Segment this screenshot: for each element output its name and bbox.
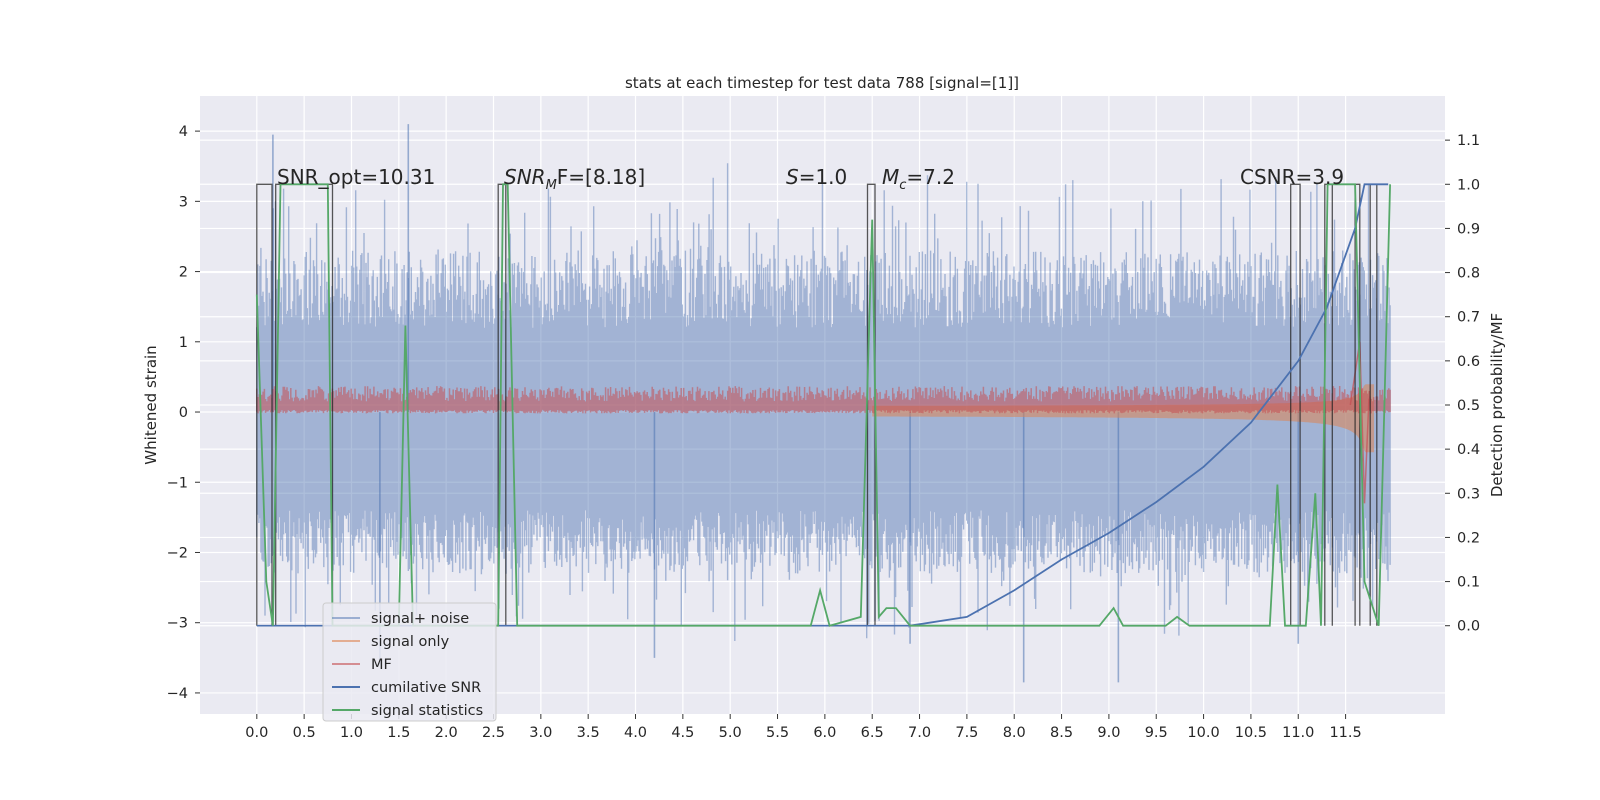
detection-window (256, 183, 273, 626)
x-tick-label: 7.5 (955, 725, 978, 741)
x-tick-label: 4.0 (624, 725, 647, 741)
x-tick-label: 10.0 (1187, 725, 1219, 741)
x-tick-label: 3.0 (529, 725, 552, 741)
y-right-tick-label: 0.7 (1457, 310, 1480, 326)
y-tick-label: 3 (179, 194, 188, 210)
annotation-s-sym: S (786, 165, 799, 189)
y-axis-right-label: Detection probability/MF (1488, 313, 1506, 497)
annotation-mc-rest: =7.2 (906, 165, 955, 189)
annotation-mc-sym: M (882, 165, 899, 189)
axis-ticks: 0.0 0.5 1.0 1.5 2.0 2.5 3.0 3.5 4.0 4.5 5.0 5.5 6.0 6… (167, 124, 1480, 741)
chart-title: stats at each timestep for test data 788… (625, 74, 1019, 92)
x-tick-label: 1.5 (387, 725, 410, 741)
x-tick-label: 5.0 (719, 725, 742, 741)
signal-statistics-series (255, 183, 1391, 627)
annotation-snr-mf-rest: F=[8.18] (557, 165, 645, 189)
y-right-tick-label: 0.6 (1457, 354, 1480, 370)
x-tick-label: 11.5 (1329, 725, 1361, 741)
legend-label-signal-statistics: signal statistics (371, 703, 483, 719)
annotation-mc-sub: c (899, 178, 906, 193)
detection-window (497, 183, 507, 626)
detection-window (1290, 183, 1301, 626)
y-tick-label: −4 (167, 686, 188, 702)
x-tick-label: 9.0 (1097, 725, 1120, 741)
annotation-snr-mf-sub: M (546, 178, 557, 193)
y-tick-label: −1 (167, 475, 188, 491)
annotation-s-rest: =1.0 (799, 165, 848, 189)
y-tick-label: 0 (179, 405, 188, 421)
legend-label-signal-noise: signal+ noise (371, 611, 469, 627)
y-right-tick-label: 0.9 (1457, 221, 1480, 237)
annotations: SNR_opt=10.31 SNRMF=[8.18] S=1.0 Mc=7.2 … (277, 165, 1344, 193)
x-tick-label: 11.0 (1282, 725, 1314, 741)
y-tick-label: 1 (179, 335, 188, 351)
y-right-tick-label: 0.1 (1457, 575, 1480, 591)
y-right-tick-label: 1.0 (1457, 177, 1480, 193)
x-tick-label: 9.5 (1145, 725, 1168, 741)
x-tick-label: 5.5 (766, 725, 789, 741)
y-right-tick-label: 0.3 (1457, 486, 1480, 502)
x-tick-label: 1.0 (340, 725, 363, 741)
legend-label-cumulative-snr: cumilative SNR (371, 680, 481, 696)
legend-label-mf: MF (371, 657, 392, 673)
cumulative-snr-line (909, 183, 1389, 627)
x-tick-label: 10.5 (1235, 725, 1267, 741)
y-right-tick-label: 0.0 (1457, 619, 1480, 635)
legend-box (322, 602, 497, 722)
legend-label-signal-only: signal only (371, 634, 450, 650)
x-tick-label: 2.0 (435, 725, 458, 741)
x-tick-label: 2.5 (482, 725, 505, 741)
x-tick-label: 8.5 (1050, 725, 1073, 741)
annotation-mc: Mc=7.2 (882, 165, 955, 193)
x-tick-label: 6.0 (813, 725, 836, 741)
y-tick-label: −2 (167, 545, 188, 561)
annotation-snr-opt: SNR_opt=10.31 (277, 165, 435, 189)
x-tick-label: 0.5 (293, 725, 316, 741)
y-tick-label: −3 (167, 616, 188, 632)
y-tick-label: 2 (179, 265, 188, 281)
y-right-tick-label: 0.8 (1457, 266, 1480, 282)
signal-only-series (872, 384, 1374, 453)
y-right-tick-label: 0.4 (1457, 442, 1480, 458)
y-right-tick-label: 0.5 (1457, 398, 1480, 414)
signal-only-envelope (872, 384, 1374, 453)
x-tick-label: 3.5 (577, 725, 600, 741)
y-right-tick-label: 0.2 (1457, 530, 1480, 546)
annotation-csnr: CSNR=3.9 (1240, 165, 1344, 189)
x-tick-label: 7.0 (908, 725, 931, 741)
y-right-tick-label: 1.1 (1457, 133, 1480, 149)
annotation-snr-mf-sym: SNR (504, 165, 546, 189)
x-tick-label: 6.5 (861, 725, 884, 741)
y-tick-label: 4 (179, 124, 188, 140)
annotation-s: S=1.0 (786, 165, 847, 189)
signal-statistics-line (255, 183, 1391, 627)
x-tick-label: 4.5 (671, 725, 694, 741)
y-axis-label: Whitened strain (142, 345, 160, 464)
x-tick-label: 8.0 (1003, 725, 1026, 741)
x-tick-label: 0.0 (245, 725, 268, 741)
annotation-snr-mf: SNRMF=[8.18] (504, 165, 645, 193)
legend: signal+ noise signal only MF cumilative … (322, 602, 497, 722)
